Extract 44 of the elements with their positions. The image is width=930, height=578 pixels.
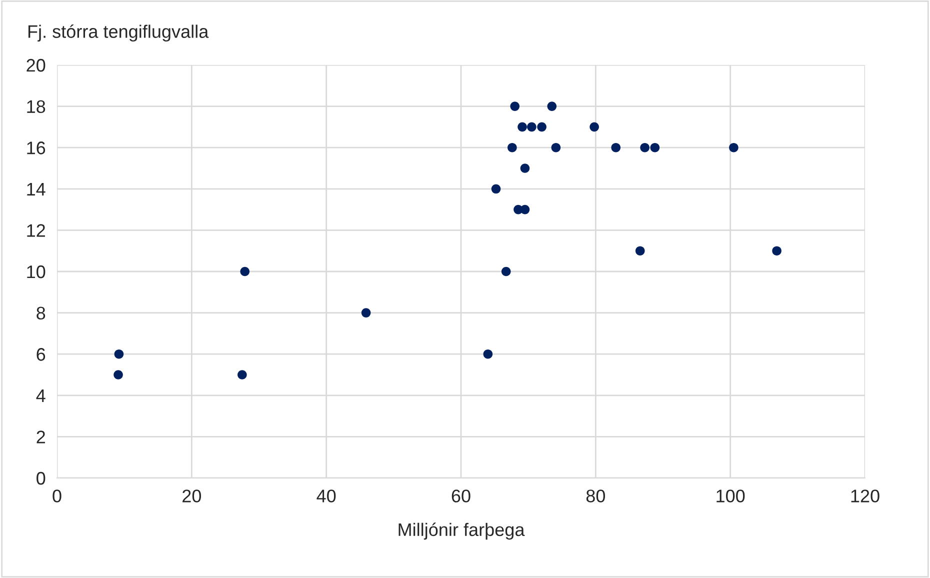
point	[650, 142, 660, 152]
point	[537, 122, 546, 132]
point	[590, 122, 599, 132]
point	[361, 308, 371, 318]
x-tick-label: 100	[716, 490, 745, 502]
point	[772, 246, 782, 256]
y-tick-label: 18	[27, 100, 46, 114]
point	[114, 370, 123, 380]
point	[551, 142, 561, 152]
point	[547, 102, 557, 111]
y-axis-title: Fj. stórra tengiflugvalla	[28, 24, 209, 42]
y-tick-label: 14	[27, 183, 46, 196]
y-tick-label: 4	[36, 390, 46, 402]
x-tick-label: 20	[182, 490, 202, 502]
point	[510, 102, 520, 111]
point	[518, 122, 527, 132]
point	[520, 204, 530, 214]
x-tick-label: 0	[52, 490, 62, 502]
point	[501, 266, 511, 276]
point	[527, 122, 536, 132]
x-tick-label: 60	[452, 490, 470, 502]
y-tick-label: 8	[36, 306, 46, 320]
point	[729, 142, 738, 152]
point	[611, 142, 621, 152]
point	[640, 142, 650, 152]
point	[114, 349, 124, 359]
y-tick-label: 0	[36, 472, 46, 485]
point	[240, 266, 250, 276]
y-tick-label: 20	[26, 58, 46, 72]
y-tick-label: 6	[36, 348, 46, 361]
y-tick-label: 16	[27, 142, 46, 154]
y-tick-label: 12	[27, 224, 45, 237]
x-axis-title: Milljónir farþega	[398, 522, 525, 540]
point	[635, 246, 645, 256]
point	[238, 370, 247, 380]
point	[491, 184, 501, 194]
x-tick-label: 120	[851, 490, 880, 502]
y-tick-label: 10	[27, 265, 46, 278]
y-tick-label: 2	[36, 430, 45, 444]
x-tick-label: 40	[316, 490, 336, 502]
x-tick-label: 80	[586, 490, 606, 502]
point	[508, 142, 517, 152]
point	[483, 349, 493, 359]
point	[520, 164, 530, 173]
